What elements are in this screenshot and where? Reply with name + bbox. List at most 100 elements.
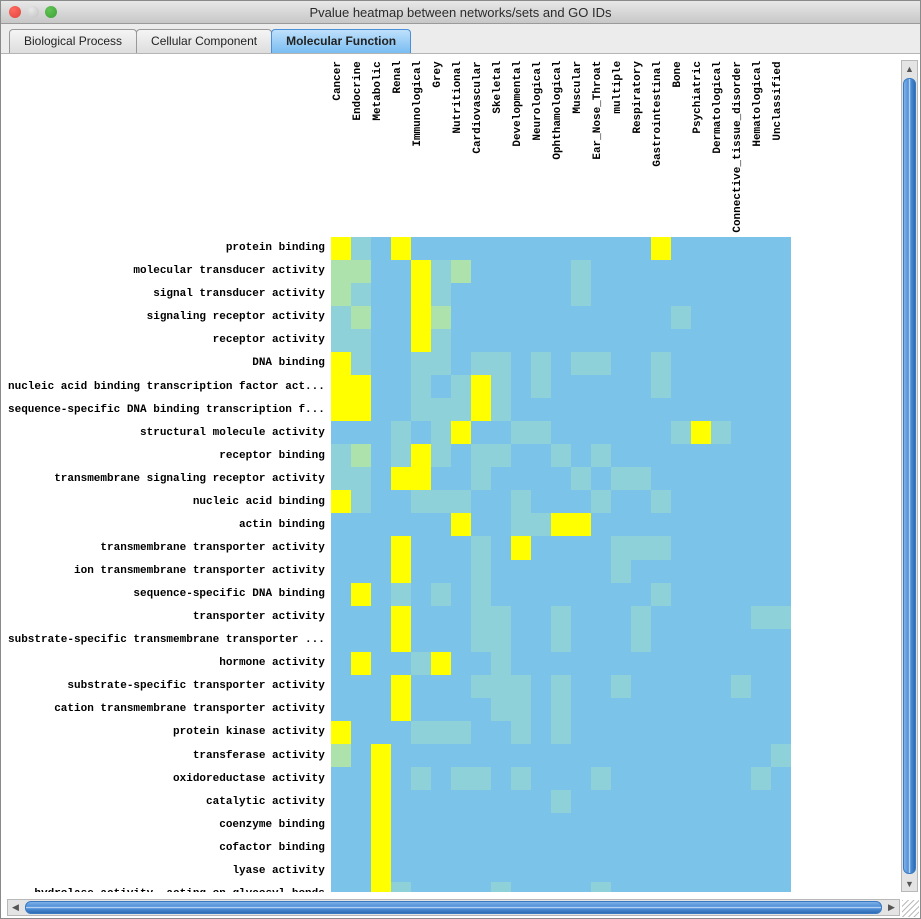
heatmap-cell-12-19[interactable]	[711, 513, 731, 536]
heatmap-cell-10-22[interactable]	[771, 467, 791, 490]
heatmap-cell-26-8[interactable]	[491, 836, 511, 859]
heatmap-cell-21-13[interactable]	[591, 721, 611, 744]
heatmap-cell-11-16[interactable]	[651, 490, 671, 513]
heatmap-cell-10-1[interactable]	[351, 467, 371, 490]
heatmap-cell-25-22[interactable]	[771, 813, 791, 836]
heatmap-cell-3-21[interactable]	[751, 306, 771, 329]
heatmap-cell-16-17[interactable]	[671, 606, 691, 629]
heatmap-cell-5-18[interactable]	[691, 352, 711, 375]
heatmap-cell-7-4[interactable]	[411, 398, 431, 421]
column-header-6[interactable]: Nutritional	[451, 60, 471, 237]
column-header-16[interactable]: Gastrointestinal	[651, 60, 671, 237]
heatmap-cell-14-2[interactable]	[371, 560, 391, 583]
heatmap-cell-3-1[interactable]	[351, 306, 371, 329]
heatmap-cell-3-15[interactable]	[631, 306, 651, 329]
row-header-24[interactable]: catalytic activity	[7, 790, 331, 813]
row-header-16[interactable]: transporter activity	[7, 606, 331, 629]
heatmap-cell-25-2[interactable]	[371, 813, 391, 836]
heatmap-cell-10-6[interactable]	[451, 467, 471, 490]
heatmap-cell-12-20[interactable]	[731, 513, 751, 536]
heatmap-cell-15-9[interactable]	[511, 583, 531, 606]
heatmap-cell-8-4[interactable]	[411, 421, 431, 444]
heatmap-cell-16-12[interactable]	[571, 606, 591, 629]
heatmap-cell-5-11[interactable]	[551, 352, 571, 375]
heatmap-cell-14-5[interactable]	[431, 560, 451, 583]
heatmap-cell-11-21[interactable]	[751, 490, 771, 513]
heatmap-cell-24-17[interactable]	[671, 790, 691, 813]
heatmap-cell-14-3[interactable]	[391, 560, 411, 583]
heatmap-cell-19-7[interactable]	[471, 675, 491, 698]
heatmap-cell-21-0[interactable]	[331, 721, 351, 744]
heatmap-cell-4-7[interactable]	[471, 329, 491, 352]
heatmap-cell-17-0[interactable]	[331, 629, 351, 652]
heatmap-cell-15-0[interactable]	[331, 583, 351, 606]
heatmap-cell-11-12[interactable]	[571, 490, 591, 513]
heatmap-cell-13-21[interactable]	[751, 536, 771, 559]
heatmap-cell-4-11[interactable]	[551, 329, 571, 352]
heatmap-cell-14-15[interactable]	[631, 560, 651, 583]
heatmap-cell-28-0[interactable]	[331, 882, 351, 892]
heatmap-cell-27-9[interactable]	[511, 859, 531, 882]
column-header-11[interactable]: Ophthamological	[551, 60, 571, 237]
heatmap-cell-1-19[interactable]	[711, 260, 731, 283]
heatmap-cell-18-9[interactable]	[511, 652, 531, 675]
heatmap-cell-6-3[interactable]	[391, 375, 411, 398]
heatmap-cell-14-7[interactable]	[471, 560, 491, 583]
heatmap-cell-5-0[interactable]	[331, 352, 351, 375]
heatmap-cell-20-7[interactable]	[471, 698, 491, 721]
heatmap-cell-21-2[interactable]	[371, 721, 391, 744]
heatmap-cell-13-2[interactable]	[371, 536, 391, 559]
heatmap-cell-19-16[interactable]	[651, 675, 671, 698]
heatmap-cell-13-4[interactable]	[411, 536, 431, 559]
heatmap-cell-22-3[interactable]	[391, 744, 411, 767]
heatmap-cell-22-19[interactable]	[711, 744, 731, 767]
heatmap-cell-2-19[interactable]	[711, 283, 731, 306]
heatmap-cell-24-11[interactable]	[551, 790, 571, 813]
heatmap-cell-13-12[interactable]	[571, 536, 591, 559]
heatmap-cell-2-4[interactable]	[411, 283, 431, 306]
heatmap-cell-7-12[interactable]	[571, 398, 591, 421]
heatmap-cell-10-17[interactable]	[671, 467, 691, 490]
heatmap-cell-4-8[interactable]	[491, 329, 511, 352]
heatmap-cell-8-6[interactable]	[451, 421, 471, 444]
heatmap-cell-15-19[interactable]	[711, 583, 731, 606]
heatmap-cell-12-4[interactable]	[411, 513, 431, 536]
heatmap-cell-21-19[interactable]	[711, 721, 731, 744]
heatmap-cell-8-10[interactable]	[531, 421, 551, 444]
heatmap-cell-21-9[interactable]	[511, 721, 531, 744]
row-header-6[interactable]: nucleic acid binding transcription facto…	[7, 375, 331, 398]
heatmap-cell-18-5[interactable]	[431, 652, 451, 675]
heatmap-cell-21-14[interactable]	[611, 721, 631, 744]
row-header-7[interactable]: sequence-specific DNA binding transcript…	[7, 398, 331, 421]
heatmap-cell-19-17[interactable]	[671, 675, 691, 698]
heatmap-cell-2-14[interactable]	[611, 283, 631, 306]
heatmap-cell-24-7[interactable]	[471, 790, 491, 813]
row-header-5[interactable]: DNA binding	[7, 352, 331, 375]
heatmap-cell-23-0[interactable]	[331, 767, 351, 790]
heatmap-cell-3-11[interactable]	[551, 306, 571, 329]
heatmap-cell-7-6[interactable]	[451, 398, 471, 421]
heatmap-cell-18-10[interactable]	[531, 652, 551, 675]
row-header-10[interactable]: transmembrane signaling receptor activit…	[7, 467, 331, 490]
scroll-down-arrow[interactable]: ▼	[902, 876, 917, 891]
heatmap-cell-23-20[interactable]	[731, 767, 751, 790]
row-header-22[interactable]: transferase activity	[7, 744, 331, 767]
heatmap-cell-7-1[interactable]	[351, 398, 371, 421]
heatmap-cell-11-8[interactable]	[491, 490, 511, 513]
heatmap-cell-18-12[interactable]	[571, 652, 591, 675]
heatmap-cell-0-6[interactable]	[451, 237, 471, 260]
heatmap-cell-18-13[interactable]	[591, 652, 611, 675]
heatmap-cell-25-20[interactable]	[731, 813, 751, 836]
heatmap-cell-1-17[interactable]	[671, 260, 691, 283]
heatmap-cell-5-17[interactable]	[671, 352, 691, 375]
heatmap-cell-13-17[interactable]	[671, 536, 691, 559]
heatmap-cell-9-0[interactable]	[331, 444, 351, 467]
row-header-17[interactable]: substrate-specific transmembrane transpo…	[7, 629, 331, 652]
heatmap-cell-26-10[interactable]	[531, 836, 551, 859]
heatmap-cell-10-14[interactable]	[611, 467, 631, 490]
heatmap-cell-19-18[interactable]	[691, 675, 711, 698]
heatmap-cell-21-10[interactable]	[531, 721, 551, 744]
heatmap-cell-15-15[interactable]	[631, 583, 651, 606]
column-header-0[interactable]: Cancer	[331, 60, 351, 237]
heatmap-cell-8-1[interactable]	[351, 421, 371, 444]
